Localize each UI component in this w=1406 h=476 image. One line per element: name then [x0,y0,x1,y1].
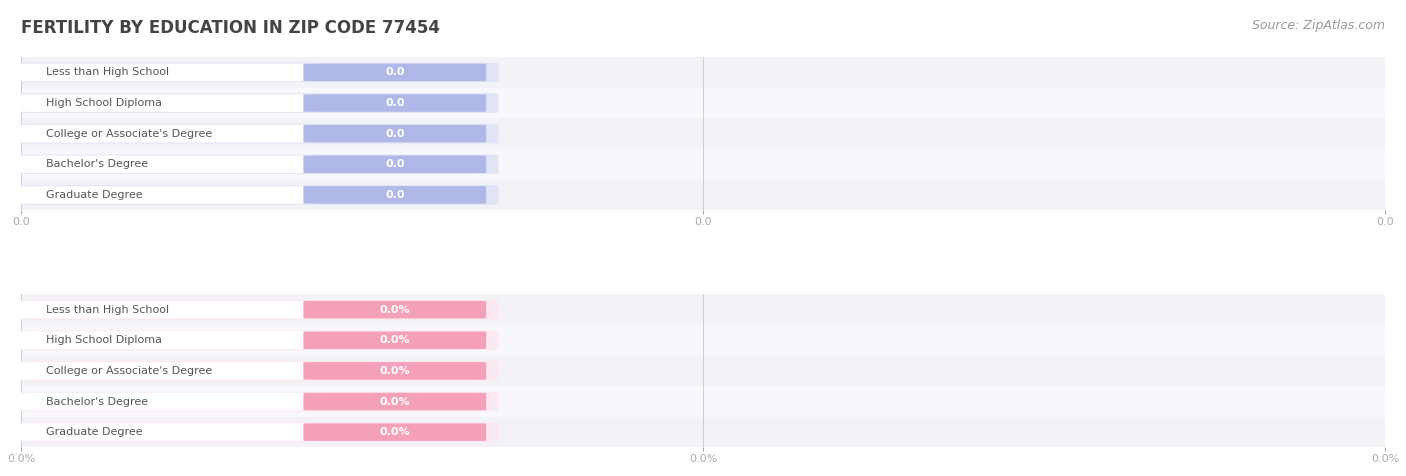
FancyBboxPatch shape [21,423,316,441]
Bar [21,57,1385,88]
FancyBboxPatch shape [14,155,499,174]
FancyBboxPatch shape [14,93,499,113]
FancyBboxPatch shape [14,361,499,381]
Text: 0.0: 0.0 [385,68,405,78]
FancyBboxPatch shape [304,186,486,204]
FancyBboxPatch shape [21,331,316,349]
FancyBboxPatch shape [21,64,316,81]
Bar [21,325,1385,356]
FancyBboxPatch shape [21,362,316,380]
Text: 0.0: 0.0 [385,129,405,139]
Text: Bachelor's Degree: Bachelor's Degree [45,397,148,407]
Text: 0.0%: 0.0% [380,397,411,407]
Text: 0.0%: 0.0% [380,427,411,437]
FancyBboxPatch shape [14,330,499,350]
FancyBboxPatch shape [304,332,486,349]
Text: Graduate Degree: Graduate Degree [45,427,142,437]
Text: College or Associate's Degree: College or Associate's Degree [45,129,212,139]
FancyBboxPatch shape [304,156,486,173]
Bar [21,88,1385,119]
FancyBboxPatch shape [304,94,486,112]
FancyBboxPatch shape [14,185,499,205]
Text: Source: ZipAtlas.com: Source: ZipAtlas.com [1251,19,1385,32]
FancyBboxPatch shape [14,63,499,82]
Text: College or Associate's Degree: College or Associate's Degree [45,366,212,376]
FancyBboxPatch shape [304,423,486,441]
FancyBboxPatch shape [14,124,499,143]
Text: 0.0%: 0.0% [380,335,411,345]
Bar [21,294,1385,325]
FancyBboxPatch shape [21,186,316,204]
FancyBboxPatch shape [304,393,486,410]
Text: High School Diploma: High School Diploma [45,98,162,108]
FancyBboxPatch shape [14,392,499,411]
Text: Less than High School: Less than High School [45,68,169,78]
Text: 0.0: 0.0 [385,98,405,108]
FancyBboxPatch shape [14,300,499,319]
Text: 0.0%: 0.0% [380,366,411,376]
FancyBboxPatch shape [304,301,486,318]
Bar [21,356,1385,386]
FancyBboxPatch shape [21,156,316,173]
Text: High School Diploma: High School Diploma [45,335,162,345]
FancyBboxPatch shape [304,125,486,142]
FancyBboxPatch shape [14,422,499,442]
Bar [21,386,1385,417]
FancyBboxPatch shape [304,64,486,81]
Text: 0.0: 0.0 [385,190,405,200]
Text: Less than High School: Less than High School [45,305,169,315]
Bar [21,179,1385,210]
FancyBboxPatch shape [21,94,316,112]
Bar [21,149,1385,179]
Text: Bachelor's Degree: Bachelor's Degree [45,159,148,169]
FancyBboxPatch shape [21,125,316,142]
Bar [21,417,1385,447]
Text: Graduate Degree: Graduate Degree [45,190,142,200]
Bar [21,119,1385,149]
FancyBboxPatch shape [21,301,316,318]
FancyBboxPatch shape [304,362,486,380]
Text: 0.0: 0.0 [385,159,405,169]
Text: 0.0%: 0.0% [380,305,411,315]
FancyBboxPatch shape [21,393,316,410]
Text: FERTILITY BY EDUCATION IN ZIP CODE 77454: FERTILITY BY EDUCATION IN ZIP CODE 77454 [21,19,440,37]
